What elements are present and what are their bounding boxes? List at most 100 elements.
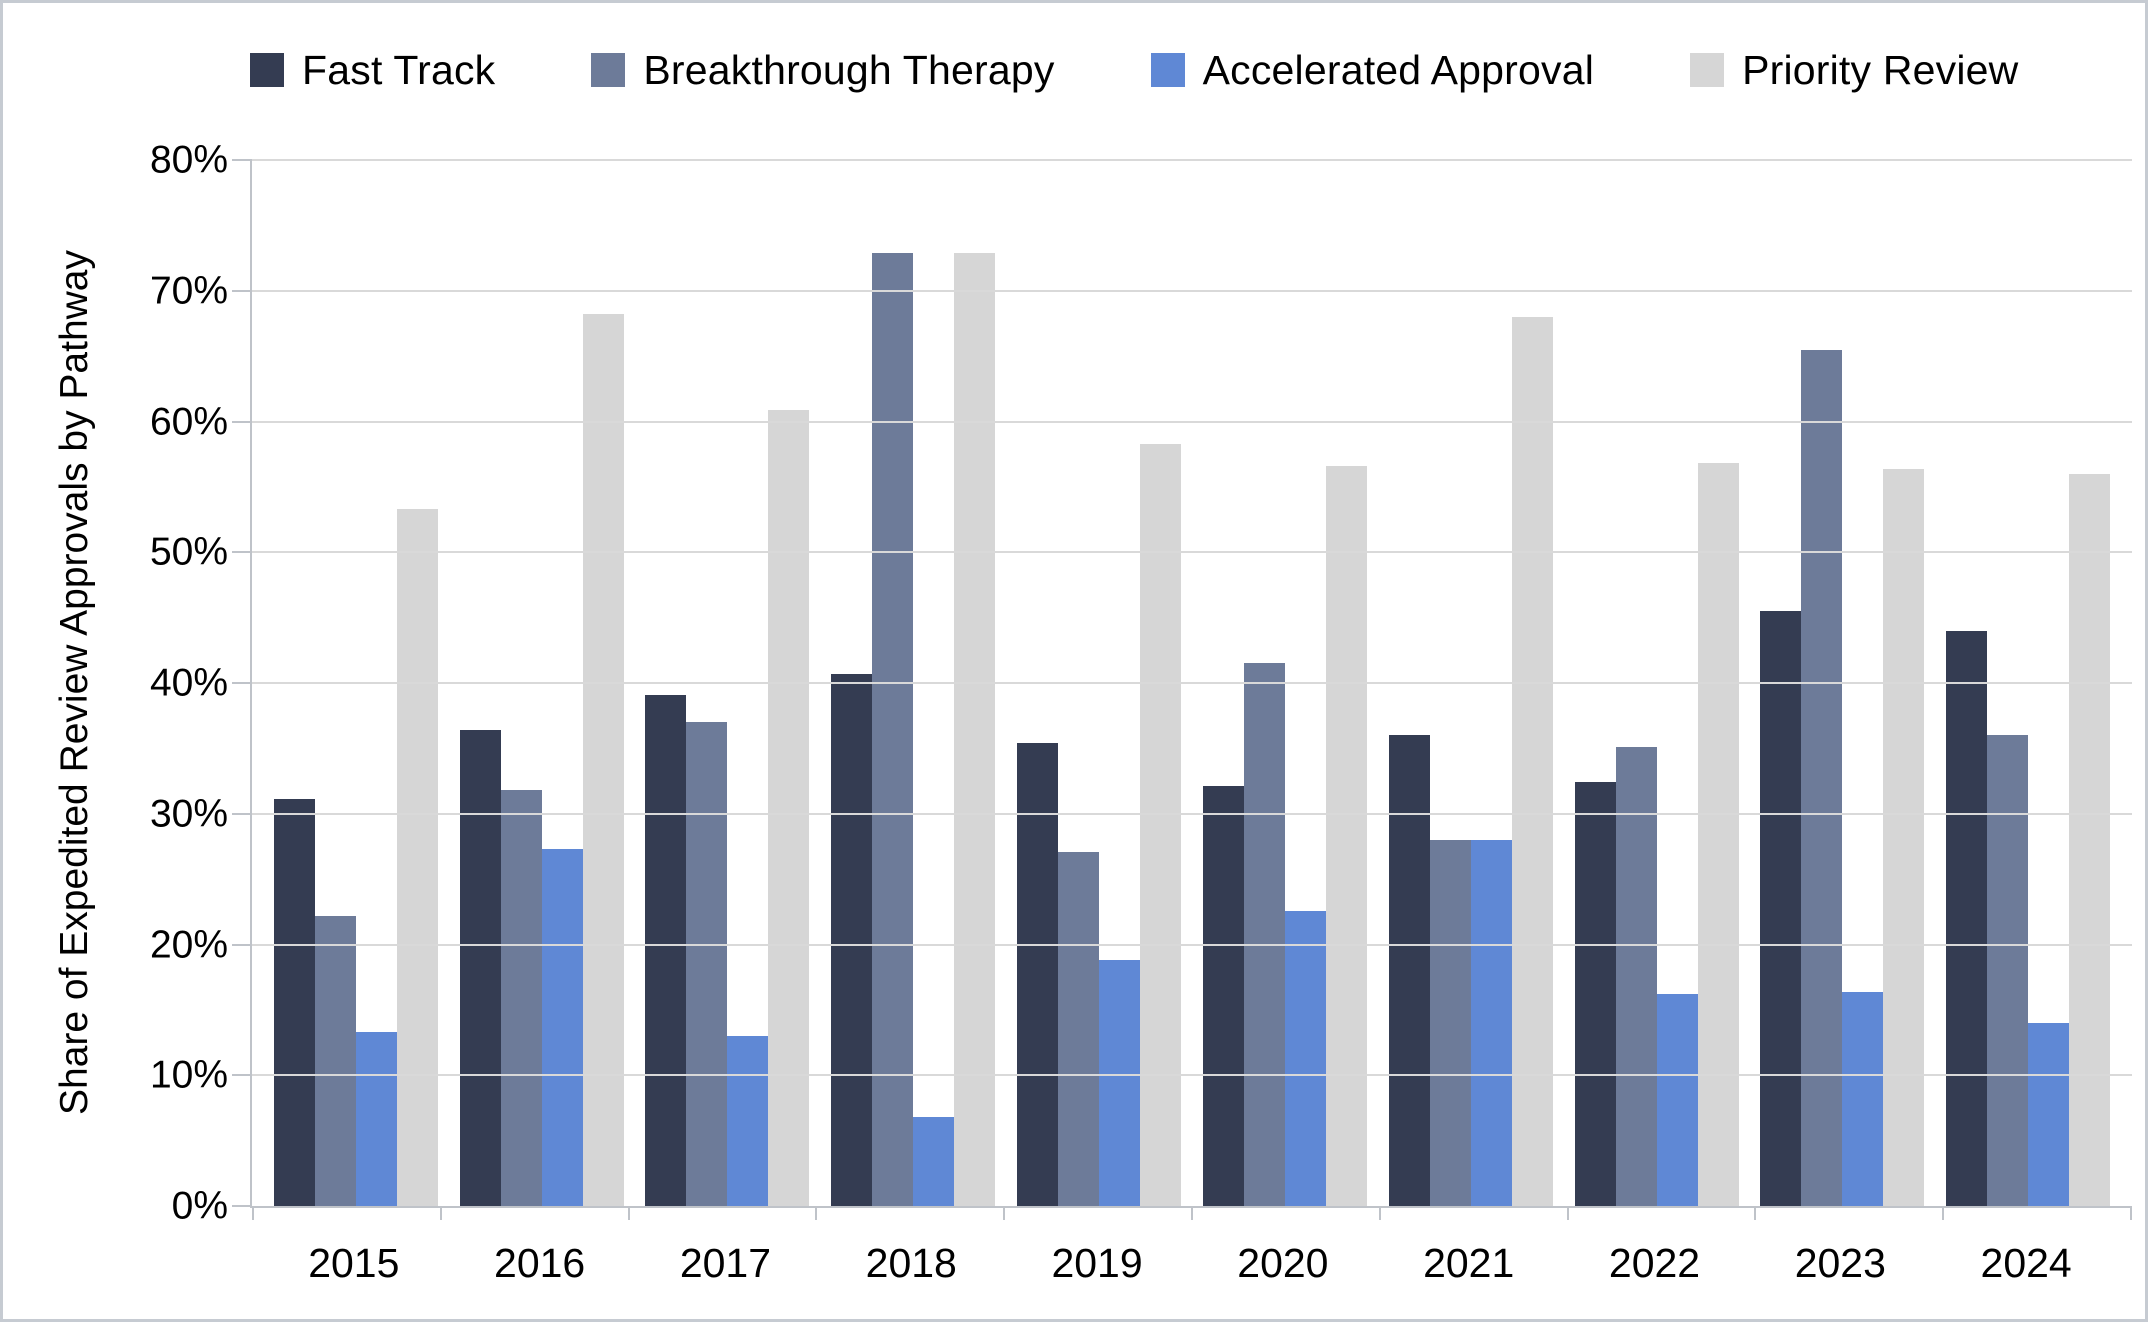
bar-2020-accelerated-approval [1284, 910, 1326, 1206]
x-axis-tickmark [1754, 1206, 1757, 1220]
x-label-2024: 2024 [1980, 1240, 2072, 1286]
gridline [252, 289, 2132, 292]
y-axis-tickmark [232, 159, 252, 161]
bar-2016-fast-track [459, 730, 501, 1206]
bar-2023-fast-track [1760, 611, 1802, 1206]
x-label-2016: 2016 [494, 1240, 586, 1286]
bar-group-2018 [831, 160, 996, 1206]
bar-2017-fast-track [645, 694, 687, 1206]
y-axis-tickmark [232, 551, 252, 554]
y-tick-label: 0% [171, 1184, 228, 1228]
x-label-2021: 2021 [1423, 1240, 1515, 1286]
bar-2016-accelerated-approval [541, 849, 583, 1206]
y-tick-label: 80% [149, 138, 228, 182]
y-tick-label: 20% [149, 923, 228, 966]
x-label-2019: 2019 [1051, 1240, 1143, 1286]
bar-2021-priority-review [1511, 316, 1553, 1206]
legend-swatch-icon [1690, 53, 1725, 87]
bar-2022-breakthrough-therapy [1615, 747, 1657, 1206]
legend-swatch-icon [591, 53, 626, 87]
y-axis-tickmark [232, 420, 252, 423]
y-axis-tickmark [232, 1074, 252, 1077]
x-axis-tickmarks [252, 1206, 2132, 1222]
y-tick-label: 60% [149, 400, 228, 443]
legend-item-2: Accelerated Approval [1150, 47, 1594, 94]
x-label-2022: 2022 [1608, 1240, 1701, 1286]
bar-2018-fast-track [831, 673, 873, 1206]
bar-2024-breakthrough-therapy [1987, 735, 2029, 1206]
bar-2019-breakthrough-therapy [1058, 851, 1100, 1206]
bar-2019-accelerated-approval [1099, 960, 1141, 1206]
gridline [252, 551, 2132, 554]
bar-2018-accelerated-approval [913, 1117, 955, 1206]
bar-2017-priority-review [768, 409, 810, 1206]
gridline [252, 943, 2132, 946]
bar-2021-accelerated-approval [1470, 839, 1512, 1206]
bar-2023-accelerated-approval [1842, 991, 1884, 1206]
y-axis-tickmark [232, 682, 252, 684]
bar-2015-breakthrough-therapy [314, 915, 356, 1206]
legend-label: Breakthrough Therapy [643, 46, 1055, 93]
y-axis-tickmark [232, 289, 252, 292]
x-axis-category-labels: 2015 2016 2017 2018 2019 2020 2021 2022 2023 2024 [250, 1240, 2130, 1287]
x-axis-tickmark [2129, 1206, 2132, 1220]
y-tick-label: 10% [149, 1053, 228, 1097]
bar-2023-priority-review [1883, 468, 1925, 1206]
legend-item-3: Priority Review [1690, 47, 2018, 94]
legend-swatch-icon [250, 53, 284, 87]
bar-2022-priority-review [1697, 463, 1739, 1206]
x-axis-tickmark [252, 1206, 254, 1220]
bar-2015-priority-review [396, 509, 438, 1206]
chart-legend: Fast Track Breakthrough Therapy Accelerate… [250, 38, 2088, 102]
bar-2020-breakthrough-therapy [1243, 663, 1285, 1206]
gridline [252, 682, 2132, 684]
bar-group-2022 [1574, 160, 1739, 1206]
bar-chart: Share of Expedited Review Approvals by P… [0, 141, 2148, 1226]
bar-2022-accelerated-approval [1656, 994, 1698, 1206]
bar-group-2023 [1760, 160, 1925, 1206]
y-tick-label: 70% [149, 269, 228, 313]
y-axis-title: Share of Expedited Review Approvals by P… [53, 250, 96, 1116]
bar-2016-priority-review [582, 314, 624, 1206]
legend-label: Fast Track [302, 46, 496, 93]
gridline [252, 1074, 2132, 1077]
bar-2018-breakthrough-therapy [872, 252, 914, 1206]
bar-2015-accelerated-approval [355, 1032, 397, 1206]
bar-2021-fast-track [1388, 735, 1430, 1206]
bar-2020-priority-review [1325, 465, 1367, 1206]
y-tick-label: 50% [149, 530, 228, 574]
bar-group-2017 [645, 160, 810, 1206]
bar-group-2019 [1017, 160, 1182, 1206]
x-axis-tickmark [815, 1206, 818, 1220]
bar-group-2020 [1202, 160, 1367, 1206]
bar-group-2016 [459, 160, 624, 1206]
bar-group-2015 [273, 160, 438, 1206]
x-axis-tickmark [1190, 1206, 1193, 1220]
bar-2024-fast-track [1946, 630, 1988, 1206]
y-axis-tick-labels: 0% 10% 20% 30% 40% 50% 60% 70% 80% [100, 141, 228, 1226]
x-label-2018: 2018 [865, 1240, 957, 1286]
x-axis-tickmark [1378, 1206, 1381, 1220]
x-label-2020: 2020 [1237, 1240, 1329, 1286]
bar-2018-priority-review [954, 252, 996, 1206]
x-axis-tickmark [1942, 1206, 1945, 1220]
legend-swatch-icon [1150, 53, 1185, 87]
bar-2024-priority-review [2069, 473, 2111, 1206]
bar-2019-fast-track [1017, 743, 1059, 1206]
legend-item-0: Fast Track [250, 47, 495, 94]
plot-area [232, 159, 2132, 1220]
bar-2016-breakthrough-therapy [500, 790, 542, 1206]
x-label-2023: 2023 [1794, 1240, 1886, 1286]
legend-item-1: Breakthrough Therapy [591, 47, 1054, 94]
bar-2023-breakthrough-therapy [1801, 349, 1843, 1206]
gridline [252, 159, 2132, 161]
x-label-2015: 2015 [308, 1240, 400, 1286]
x-label-2017: 2017 [679, 1240, 772, 1286]
y-axis-tickmark [232, 812, 252, 815]
y-axis-tickmark [232, 943, 252, 946]
x-axis-tickmark [1566, 1206, 1569, 1220]
x-axis-tickmark [627, 1206, 630, 1220]
y-axis-tickmark [232, 1205, 252, 1207]
bar-2017-accelerated-approval [727, 1036, 769, 1206]
gridline [252, 812, 2132, 815]
